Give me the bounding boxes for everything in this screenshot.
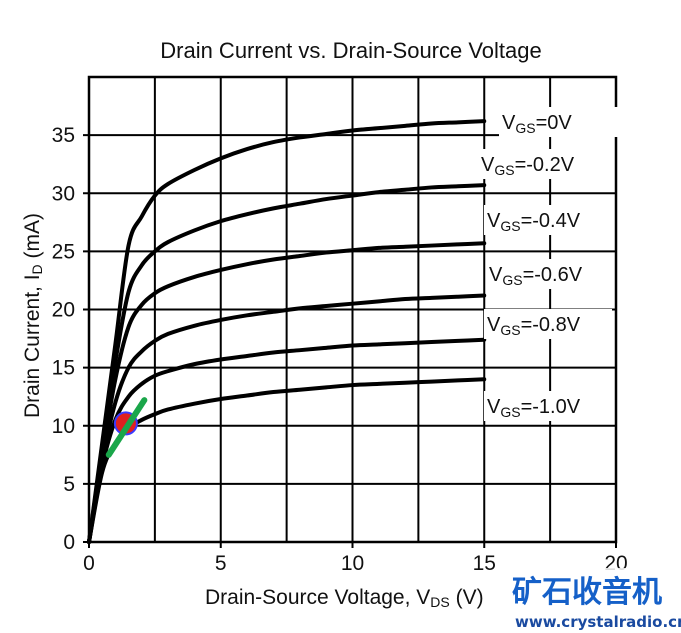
chart-title: Drain Current vs. Drain-Source Voltage xyxy=(160,38,542,63)
series-label: VGS=-0.4V xyxy=(487,210,581,234)
series-label-bg xyxy=(478,149,606,179)
y-tick-label: 0 xyxy=(63,531,75,554)
y-axis-label: Drain Current, ID (mA) xyxy=(21,213,45,418)
load-line xyxy=(105,397,148,458)
series-label-bg xyxy=(499,107,627,137)
x-tick-label: 5 xyxy=(215,552,227,575)
y-tick-label: 5 xyxy=(63,473,75,496)
series-line xyxy=(87,293,487,544)
x-tick-label: 0 xyxy=(83,552,95,575)
series-line xyxy=(87,183,487,544)
series-label: VGS=-0.8V xyxy=(487,314,581,338)
y-tick-label: 15 xyxy=(52,357,75,380)
y-tick-label: 25 xyxy=(52,240,75,263)
series-line xyxy=(87,337,487,544)
watermark-bg xyxy=(508,568,678,631)
y-tick-label: 10 xyxy=(52,415,75,438)
series-label-bg xyxy=(484,309,612,339)
watermark-url: www.crystalradio.cn xyxy=(515,613,681,631)
series-label: VGS=0V xyxy=(502,112,572,136)
series-label: VGS=-0.2V xyxy=(481,154,575,178)
x-axis-label: Drain-Source Voltage, VDS (V) xyxy=(205,586,484,610)
series-label: VGS=-0.6V xyxy=(489,264,583,288)
y-tick-label: 30 xyxy=(52,182,75,205)
y-tick-label: 35 xyxy=(52,124,75,147)
series-label-bg xyxy=(486,259,614,289)
watermark-chinese: 矿石收音机 xyxy=(512,575,662,610)
y-tick-label: 20 xyxy=(52,299,75,322)
series-label-bg xyxy=(484,391,612,421)
x-tick-label: 10 xyxy=(341,552,364,575)
series-line xyxy=(87,241,487,544)
x-tick-label: 15 xyxy=(473,552,496,575)
series-label: VGS=-1.0V xyxy=(487,396,581,420)
series-label-bg xyxy=(484,205,612,235)
series-line xyxy=(87,119,487,544)
